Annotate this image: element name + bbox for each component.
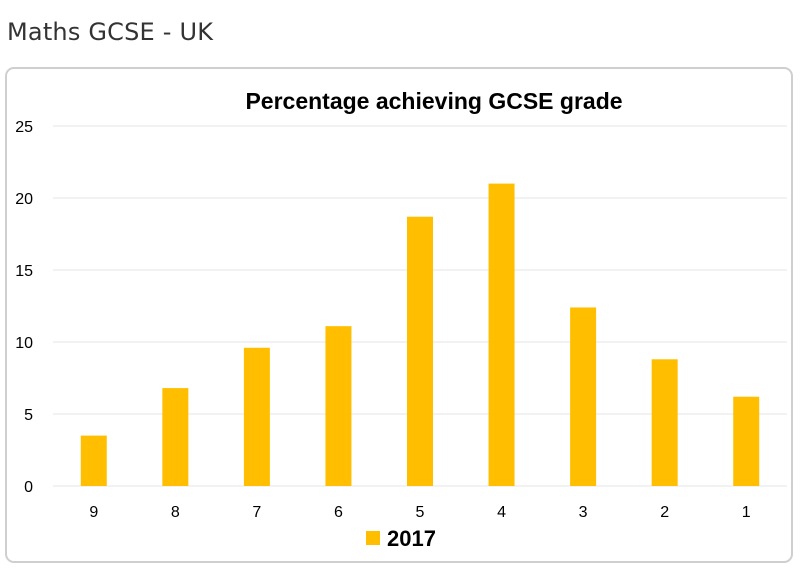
x-tick-label: 3 xyxy=(579,504,588,521)
y-tick-label: 15 xyxy=(15,263,33,280)
legend-label: 2017 xyxy=(387,526,436,551)
x-tick-label: 8 xyxy=(171,504,180,521)
bars xyxy=(80,183,760,486)
x-tick-label: 5 xyxy=(416,504,425,521)
y-tick-label: 5 xyxy=(24,407,33,424)
x-axis-tick-labels: 9 8 7 6 5 4 3 2 1 xyxy=(89,504,750,521)
bar xyxy=(733,396,760,486)
x-tick-label: 6 xyxy=(334,504,343,521)
bar xyxy=(80,435,107,486)
x-tick-label: 4 xyxy=(497,504,506,521)
bar xyxy=(651,359,678,486)
y-tick-label: 10 xyxy=(15,335,33,352)
x-tick-label: 2 xyxy=(660,504,669,521)
page-title: Maths GCSE - UK xyxy=(7,18,214,46)
chart-title: Percentage achieving GCSE grade xyxy=(245,88,622,114)
x-tick-label: 1 xyxy=(742,504,751,521)
y-axis-tick-labels: 0 5 10 15 20 25 xyxy=(15,119,33,496)
y-tick-label: 20 xyxy=(15,191,33,208)
x-tick-label: 7 xyxy=(252,504,261,521)
bar xyxy=(570,307,597,486)
bar xyxy=(325,326,352,486)
bar xyxy=(243,347,270,486)
y-tick-label: 25 xyxy=(15,119,33,136)
legend: 2017 xyxy=(366,526,436,551)
x-tick-label: 9 xyxy=(89,504,98,521)
bar-chart: Percentage achieving GCSE grade 05101520… xyxy=(15,88,787,551)
y-tick-label: 0 xyxy=(24,479,33,496)
legend-swatch xyxy=(366,531,380,545)
bar xyxy=(488,183,515,486)
bar xyxy=(162,388,189,486)
chart-card: Percentage achieving GCSE grade 0 5 10 15 20… xyxy=(5,67,793,563)
bar xyxy=(407,216,433,486)
